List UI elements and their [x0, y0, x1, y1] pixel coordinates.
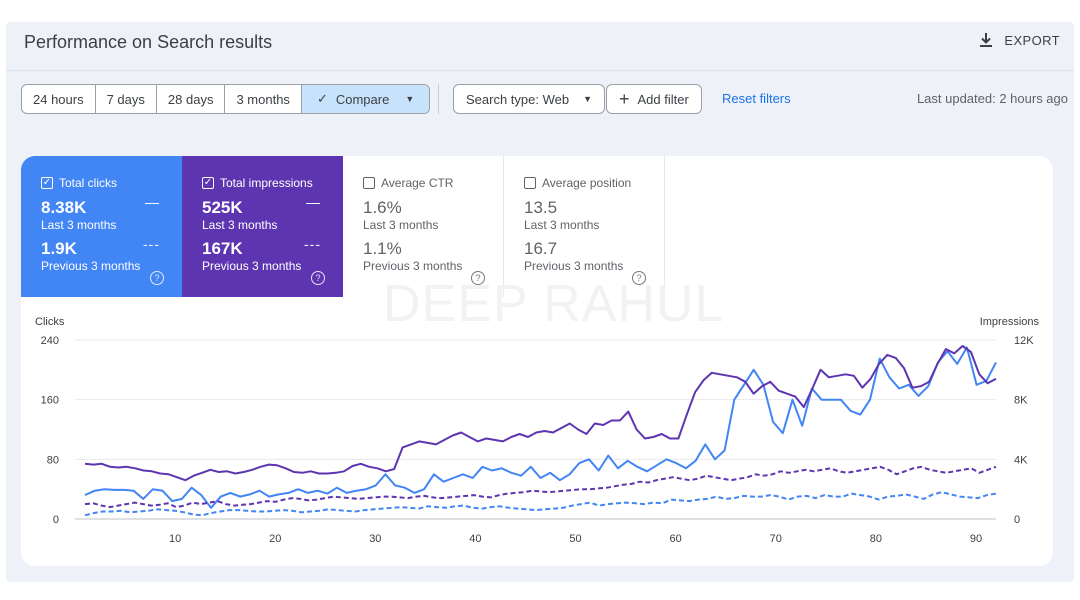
range-24-hours[interactable]: 24 hours: [22, 85, 96, 113]
x-axis-tick: 40: [469, 533, 481, 545]
search-type-dropdown[interactable]: Search type: Web ▼: [453, 84, 606, 114]
metric-value: 8.38K: [41, 198, 87, 217]
help-icon[interactable]: ?: [150, 271, 164, 285]
metric-prev-period: Previous 3 months: [363, 259, 463, 273]
last-updated-text: Last updated: 2 hours ago: [916, 91, 1068, 106]
date-range-selector: 24 hours 7 days 28 days 3 months ✓ Compa…: [21, 84, 431, 114]
reset-filters-link[interactable]: Reset filters: [722, 91, 791, 106]
checkmark-icon: ✓: [316, 91, 328, 106]
metric-value: 1.6%: [363, 198, 402, 217]
left-axis-tick: 160: [41, 395, 59, 407]
impressions-current-line: [84, 345, 997, 482]
range-7-days[interactable]: 7 days: [96, 85, 157, 113]
help-icon[interactable]: ?: [632, 271, 646, 285]
metric-prev-value: 16.7: [524, 239, 558, 258]
metric-period: Last 3 months: [202, 218, 278, 232]
metric-card-average-ctr[interactable]: Average CTR 1.6% Last 3 months 1.1% Prev…: [343, 156, 504, 297]
metric-card-total-impressions[interactable]: ✓ Total impressions 525K Last 3 months 1…: [182, 156, 343, 297]
add-filter-button[interactable]: + Add filter: [606, 84, 702, 114]
range-28-days[interactable]: 28 days: [157, 85, 226, 113]
x-axis-tick: 50: [569, 533, 581, 545]
x-axis-tick: 60: [670, 533, 682, 545]
checkbox-unchecked-icon[interactable]: [524, 177, 536, 189]
dropdown-arrow-icon: ▼: [405, 94, 415, 104]
plus-icon: +: [619, 89, 630, 109]
metric-period: Last 3 months: [524, 218, 600, 232]
metric-period: Last 3 months: [363, 218, 439, 232]
solid-line-legend-icon: —: [306, 194, 321, 210]
checkbox-unchecked-icon[interactable]: [363, 177, 375, 189]
metric-value: 13.5: [524, 198, 558, 217]
metric-title: Average position: [542, 176, 632, 190]
range-3-months[interactable]: 3 months: [225, 85, 302, 113]
checkbox-checked-icon[interactable]: ✓: [41, 177, 53, 189]
x-axis-tick: 10: [169, 533, 181, 545]
left-axis-tick: 240: [41, 335, 59, 347]
metric-prev-period: Previous 3 months: [524, 259, 624, 273]
performance-chart: Clicks Impressions 0 80 160 240 0 4K 8K 12K 10 20…: [35, 316, 1040, 545]
metric-prev-value: 167K: [202, 239, 243, 258]
metric-prev-period: Previous 3 months: [41, 259, 141, 273]
watermark-text: DEEP RAHUL: [383, 275, 725, 333]
clicks-previous-line: [84, 491, 997, 517]
search-type-label: Search type: Web: [466, 91, 570, 107]
metric-card-total-clicks[interactable]: ✓ Total clicks 8.38K Last 3 months 1.9K …: [21, 156, 182, 297]
metric-title: Total impressions: [220, 176, 313, 190]
metric-value: 525K: [202, 198, 243, 217]
help-icon[interactable]: ?: [471, 271, 485, 285]
dashed-line-legend-icon: ---: [143, 236, 160, 252]
metric-period: Last 3 months: [41, 218, 117, 232]
solid-line-legend-icon: —: [145, 194, 160, 210]
compare-label: Compare: [335, 91, 390, 107]
x-axis-tick: 90: [970, 533, 982, 545]
clicks-current-line: [84, 346, 997, 509]
toolbar-separator: [438, 84, 439, 114]
right-axis-tick: 8K: [1014, 395, 1028, 407]
dropdown-arrow-icon: ▼: [583, 94, 593, 104]
right-axis-tick: 4K: [1014, 454, 1028, 466]
x-axis-tick: 30: [369, 533, 381, 545]
header-divider: [6, 70, 1074, 71]
metric-prev-period: Previous 3 months: [202, 259, 302, 273]
right-axis-tick: 0: [1014, 514, 1020, 526]
left-axis-tick: 0: [53, 514, 59, 526]
impressions-previous-line: [84, 465, 997, 509]
left-axis-tick: 80: [47, 454, 59, 466]
metric-prev-value: 1.1%: [363, 239, 402, 258]
export-label: EXPORT: [1004, 32, 1060, 48]
right-axis-tick: 12K: [1014, 335, 1034, 347]
export-button[interactable]: EXPORT: [978, 32, 1060, 48]
metric-title: Average CTR: [381, 176, 454, 190]
metric-title: Total clicks: [59, 176, 118, 190]
left-axis-title: Clicks: [35, 316, 65, 328]
dashed-line-legend-icon: ---: [304, 236, 321, 252]
download-icon: [980, 33, 993, 47]
page-title: Performance on Search results: [24, 32, 273, 52]
metric-prev-value: 1.9K: [41, 239, 77, 258]
add-filter-label: Add filter: [637, 91, 689, 107]
help-icon[interactable]: ?: [311, 271, 325, 285]
x-axis-tick: 20: [269, 533, 281, 545]
checkbox-checked-icon[interactable]: ✓: [202, 177, 214, 189]
right-axis-title: Impressions: [980, 316, 1040, 328]
metric-card-average-position[interactable]: Average position 13.5 Last 3 months 16.7…: [504, 156, 665, 297]
compare-button[interactable]: ✓ Compare ▼: [301, 85, 430, 113]
chart-card: ✓ Total clicks 8.38K Last 3 months 1.9K …: [21, 156, 1053, 566]
x-axis-tick: 70: [770, 533, 782, 545]
x-axis-tick: 80: [870, 533, 882, 545]
